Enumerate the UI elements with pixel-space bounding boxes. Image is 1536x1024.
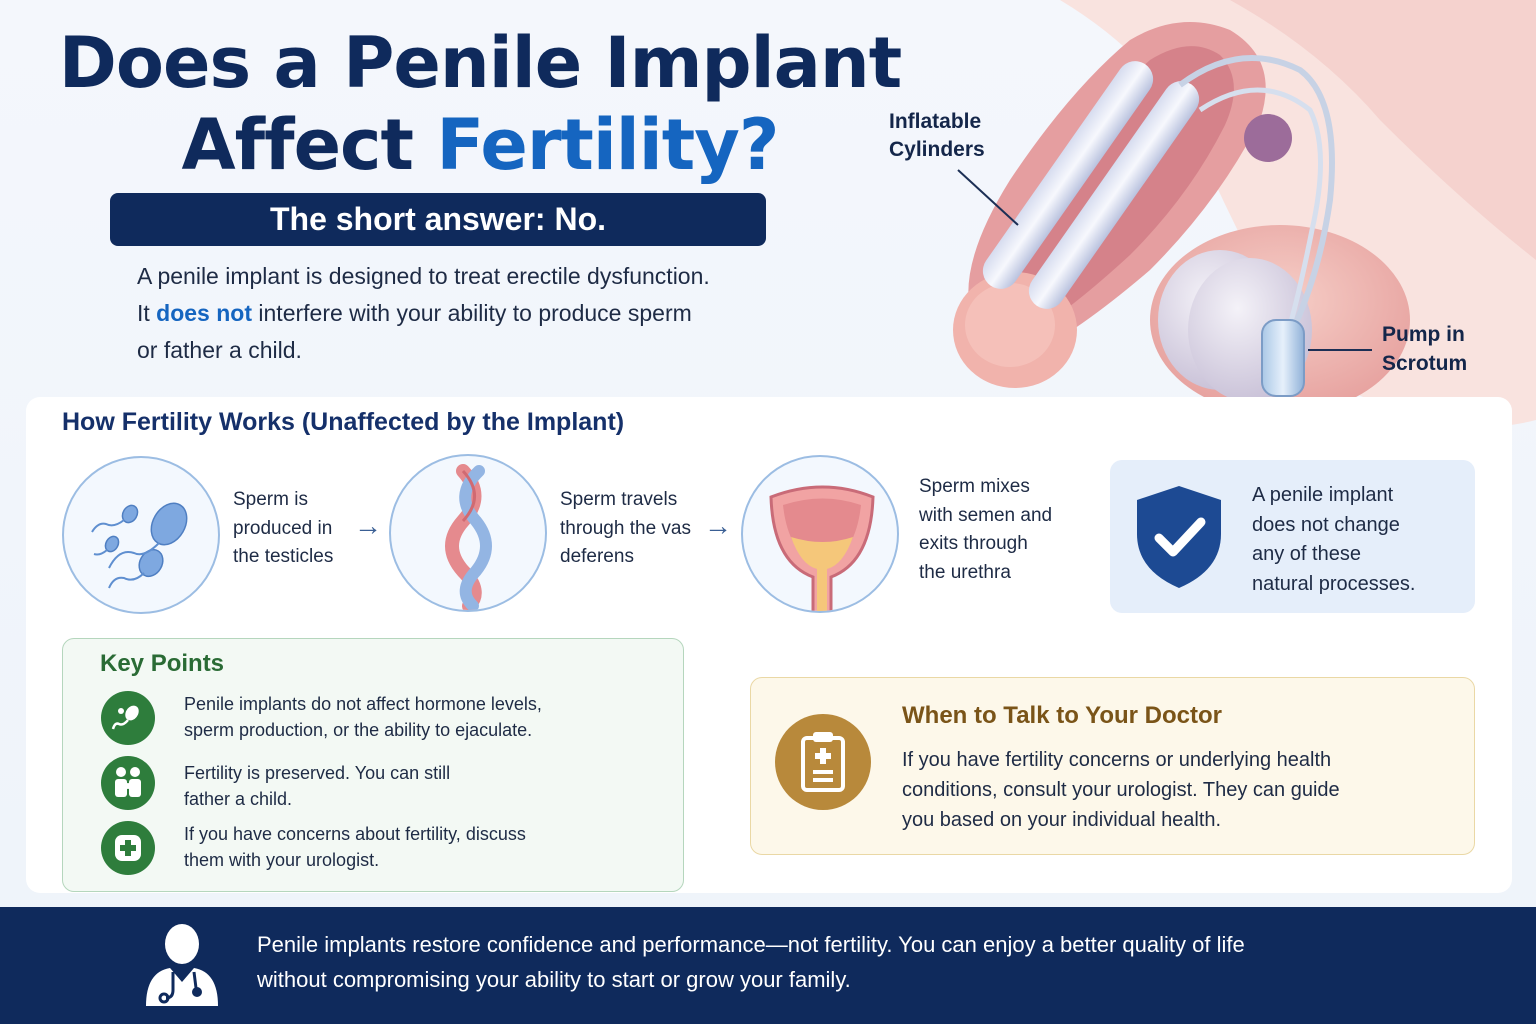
step-2-line-1: Sperm travels [560,489,678,510]
doctor-advice-text: If you have fertility concerns or underl… [902,745,1422,835]
intro-paragraph: A penile implant is designed to treat er… [137,258,777,369]
intro-line-1: A penile implant is designed to treat er… [137,263,710,289]
label-pump-line-2: Scrotum [1382,352,1468,375]
intro-highlight: does not [156,300,253,326]
step-1-text: Sperm is produced in the testicles [233,486,333,572]
arrow-right-icon: → [704,510,732,541]
shield-check-icon [1137,486,1221,588]
title-line-2-plain: Affect [181,104,437,186]
step-2-line-2: through the vas [560,517,691,539]
step-3-line-4: the urethra [919,561,1011,583]
short-answer-text: The short answer: No. [269,201,607,237]
kp-1-line-2: sperm production, or the ability to ejac… [184,720,533,740]
short-answer-banner: The short answer: No. [110,193,766,246]
note-line-1: A penile implant [1252,484,1394,506]
intro-line-2-post: interfere with your ability to produce s… [252,300,692,326]
kp-3-line-2: them with your urologist. [184,850,380,870]
step-2-text: Sperm travels through the vas deferens [560,486,691,572]
label-cylinders-line-2: Cylinders [889,138,985,161]
key-points-title: Key Points [100,650,225,677]
clipboard-icon [775,714,871,810]
fertility-section-title: How Fertility Works (Unaffected by the I… [62,408,625,436]
intro-line-2: It does not interfere with your ability … [137,295,777,332]
step-3-line-1: Sperm mixes [919,476,1030,497]
step-3-line-2: with semen and [919,504,1053,526]
key-point-3-text: If you have concerns about fertility, di… [184,821,624,873]
intro-line-3: or father a child. [137,337,302,363]
note-line-2: does not change [1252,513,1400,536]
title-accent: Fertility? [436,104,779,186]
kp-3-line-1: If you have concerns about fertility, di… [184,824,526,844]
kp-2-line-2: father a child. [184,789,293,809]
note-line-3: any of these [1252,543,1361,565]
title-line-2: Affect Fertility? [30,104,930,186]
label-cylinders-line-1: Inflatable [889,110,982,133]
arrow-right-icon: → [354,510,382,541]
doctor-advice-title: When to Talk to Your Doctor [902,702,1222,729]
step-3-text: Sperm mixes with semen and exits through… [919,473,1052,587]
intro-line-2-pre: It [137,300,157,326]
step-1-line-2: produced in [233,517,333,539]
key-point-2-text: Fertility is preserved. You can still fa… [184,760,624,812]
key-points-box [62,638,684,892]
sperm-icon [62,456,220,614]
footer-line-1: Penile implants restore confidence and p… [257,932,1245,957]
sperm-icon [101,691,155,745]
footer-banner [0,907,1536,1024]
footer-line-2: without compromising your ability to sta… [257,967,851,992]
family-icon [101,756,155,810]
footer-message: Penile implants restore confidence and p… [257,927,1407,997]
kp-2-line-1: Fertility is preserved. You can still [184,763,451,783]
doc-line-1: If you have fertility concerns or underl… [902,749,1332,771]
step-2-line-3: deferens [560,546,634,567]
note-line-4: natural processes. [1252,572,1416,595]
step-1-line-3: the testicles [233,546,334,567]
label-inflatable-cylinders: Inflatable Cylinders [889,108,985,164]
step-3-line-3: exits through [919,533,1028,554]
vas-deferens-icon [389,454,547,612]
doc-line-3: you based on your individual health. [902,809,1222,831]
urethra-icon [741,455,899,613]
doc-line-2: conditions, consult your urologist. They… [902,779,1340,801]
label-pump-line-1: Pump in [1382,323,1465,346]
label-pump-in-scrotum: Pump in Scrotum [1382,320,1467,378]
step-1-line-1: Sperm is [233,489,308,510]
kp-1-line-1: Penile implants do not affect hormone le… [184,694,542,714]
implant-note-text: A penile implant does not change any of … [1252,481,1462,599]
implant-illustration [953,0,1536,427]
page-title: Does a Penile Implant Affect Fertility? [30,22,930,186]
doctor-icon [146,924,218,1006]
key-point-1-text: Penile implants do not affect hormone le… [184,691,624,743]
medical-cross-icon [101,821,155,875]
title-line-1: Does a Penile Implant [58,22,902,104]
